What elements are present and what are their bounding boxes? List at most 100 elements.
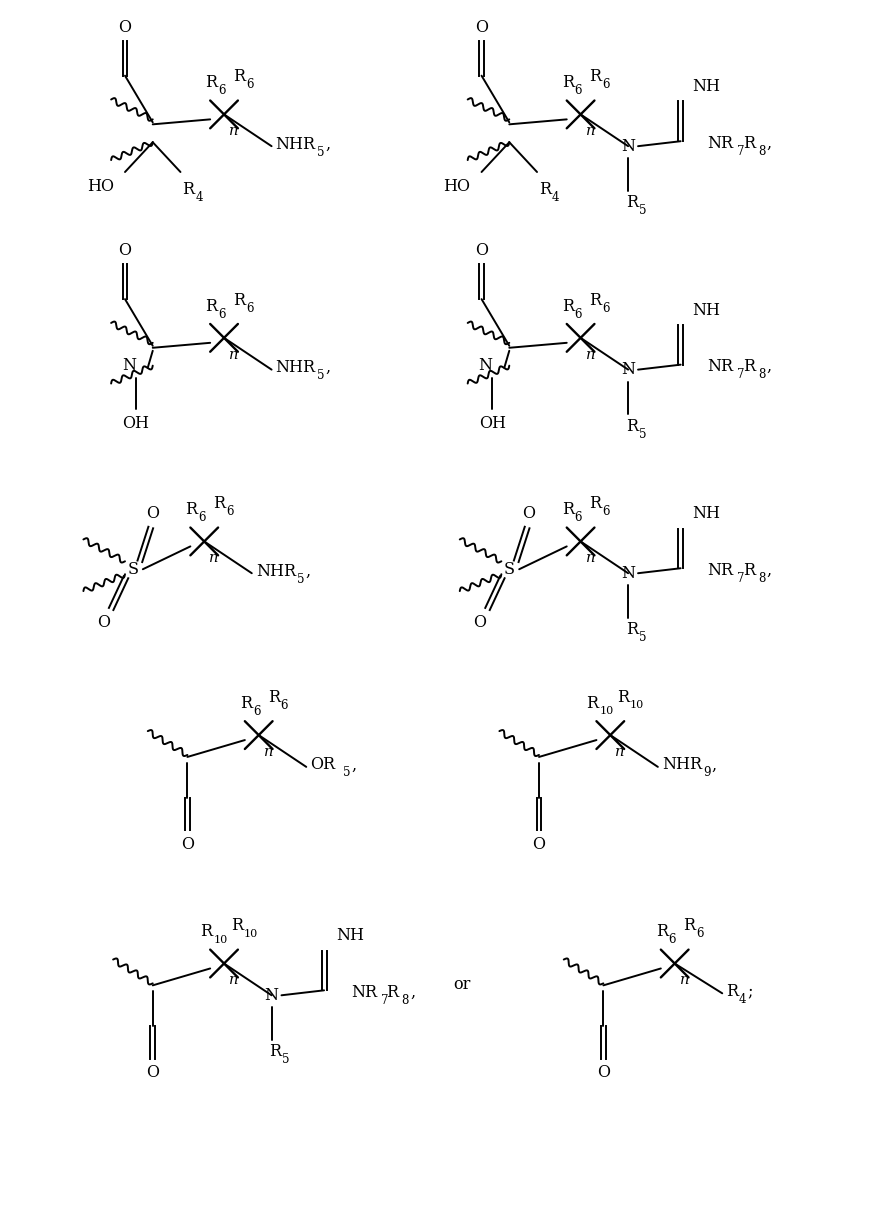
Text: R: R [539, 181, 551, 198]
Text: n: n [264, 745, 273, 759]
Text: 9: 9 [704, 767, 711, 780]
Text: OH: OH [479, 415, 506, 432]
Text: R: R [586, 695, 598, 712]
Text: R: R [590, 68, 602, 85]
Text: R: R [656, 924, 668, 941]
Text: O: O [532, 835, 545, 852]
Text: ,: , [712, 757, 717, 774]
Text: O: O [597, 1064, 610, 1081]
Text: 4: 4 [552, 191, 559, 204]
Text: R: R [200, 924, 213, 941]
Text: R: R [240, 695, 252, 712]
Text: ,: , [352, 757, 357, 774]
Text: 7: 7 [381, 994, 388, 1007]
Text: R: R [590, 496, 602, 513]
Text: 5: 5 [639, 204, 646, 218]
Text: O: O [118, 18, 132, 35]
Text: n: n [615, 745, 625, 759]
Text: NH: NH [692, 505, 720, 522]
Text: 6: 6 [603, 301, 610, 314]
Text: n: n [679, 973, 689, 988]
Text: R: R [270, 1043, 281, 1060]
Text: 6: 6 [575, 511, 582, 525]
Text: n: n [585, 348, 595, 361]
Text: HO: HO [443, 179, 470, 196]
Text: R: R [186, 502, 198, 519]
Text: 6: 6 [697, 927, 704, 941]
Text: 6: 6 [218, 307, 226, 320]
Text: 6: 6 [246, 79, 253, 91]
Text: R: R [626, 621, 638, 638]
Text: NHR: NHR [275, 359, 315, 376]
Text: 10: 10 [244, 929, 258, 938]
Text: ,: , [766, 358, 772, 375]
Text: N: N [621, 565, 635, 582]
Text: 10: 10 [599, 706, 614, 716]
Text: ,: , [325, 135, 330, 152]
Text: O: O [181, 835, 194, 852]
Text: 7: 7 [737, 145, 745, 157]
Text: S: S [503, 561, 515, 578]
Text: n: n [585, 125, 595, 138]
Text: ,: , [766, 562, 772, 579]
Text: 5: 5 [317, 145, 325, 158]
Text: NR: NR [351, 984, 377, 1001]
Text: NHR: NHR [662, 757, 702, 774]
Text: ;: ; [747, 983, 753, 1000]
Text: O: O [475, 18, 488, 35]
Text: n: n [229, 348, 239, 361]
Text: 6: 6 [603, 505, 610, 519]
Text: NR: NR [707, 134, 733, 151]
Text: R: R [562, 74, 574, 91]
Text: ,: , [766, 134, 772, 151]
Text: 10: 10 [213, 935, 227, 944]
Text: O: O [473, 614, 486, 631]
Text: R: R [267, 689, 280, 706]
Text: R: R [213, 496, 226, 513]
Text: N: N [478, 357, 492, 374]
Text: R: R [743, 134, 755, 151]
Text: 5: 5 [639, 631, 646, 644]
Text: NHR: NHR [256, 562, 296, 580]
Text: 5: 5 [297, 573, 305, 585]
Text: O: O [523, 505, 536, 522]
Text: R: R [590, 291, 602, 308]
Text: R: R [743, 562, 755, 579]
Text: 7: 7 [737, 572, 745, 585]
Text: NH: NH [692, 301, 720, 318]
Text: O: O [118, 242, 132, 259]
Text: O: O [475, 242, 488, 259]
Text: NR: NR [707, 562, 733, 579]
Text: 5: 5 [317, 369, 325, 382]
Text: 8: 8 [758, 368, 766, 381]
Text: 6: 6 [253, 705, 260, 718]
Text: n: n [209, 551, 219, 566]
Text: R: R [626, 195, 638, 212]
Text: R: R [231, 918, 243, 935]
Text: R: R [626, 418, 638, 435]
Text: 6: 6 [669, 933, 676, 947]
Text: N: N [122, 357, 136, 374]
Text: 8: 8 [402, 994, 408, 1007]
Text: 10: 10 [630, 700, 645, 711]
Text: R: R [618, 689, 630, 706]
Text: R: R [562, 297, 574, 314]
Text: 6: 6 [246, 301, 253, 314]
Text: NHR: NHR [275, 135, 315, 152]
Text: R: R [743, 358, 755, 375]
Text: S: S [127, 561, 138, 578]
Text: 6: 6 [280, 699, 288, 712]
Text: ,: , [325, 359, 330, 376]
Text: 7: 7 [737, 368, 745, 381]
Text: R: R [387, 984, 399, 1001]
Text: OR: OR [310, 757, 335, 774]
Text: 6: 6 [575, 307, 582, 320]
Text: n: n [229, 973, 239, 988]
Text: 6: 6 [218, 85, 226, 97]
Text: 6: 6 [575, 85, 582, 97]
Text: R: R [206, 297, 218, 314]
Text: N: N [621, 138, 635, 155]
Text: or: or [453, 976, 470, 993]
Text: n: n [585, 551, 595, 566]
Text: ,: , [410, 984, 415, 1001]
